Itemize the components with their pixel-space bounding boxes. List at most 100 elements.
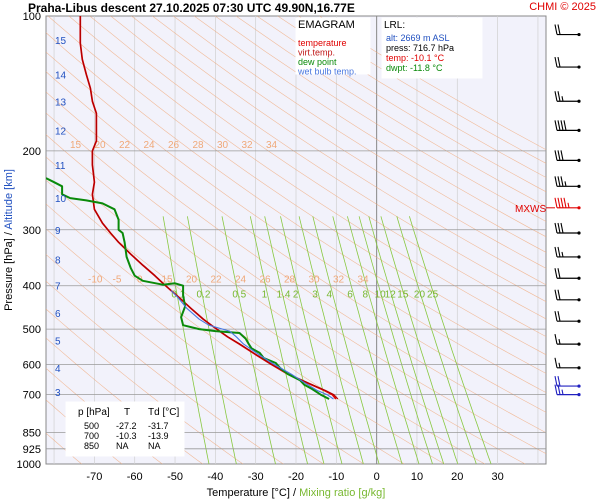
wind-barb (554, 357, 581, 370)
mixing-ratio-label: 0.5 (232, 290, 246, 301)
altitude-tick-label: 6 (55, 309, 61, 320)
wind-barb-feather (560, 197, 564, 208)
wind-barb-feather (554, 222, 558, 234)
level-table-header: T (124, 407, 130, 418)
dry-adiabat-line (110, 16, 546, 302)
pressure-tick-label: 400 (23, 281, 41, 293)
wind-barb-feather (557, 384, 561, 395)
wind-barb-feather (554, 268, 558, 279)
mixing-ratio-label: 0.2 (197, 290, 211, 301)
dry-adiabat-label: -10 (88, 275, 103, 286)
y-axis-title: Pressure [hPa] / Altitude [km] (3, 169, 15, 311)
y-axis-title-alt: Altitude [km] (3, 169, 15, 230)
dry-adiabat-line (194, 16, 546, 238)
dry-adiabat-label: 34 (266, 140, 278, 151)
mixing-ratio-label: 15 (397, 290, 409, 301)
wind-barb (554, 384, 581, 397)
wind-barb-feather (557, 150, 561, 161)
wind-barb-half-feather (558, 339, 561, 345)
temperature-tick-label: -20 (288, 471, 304, 483)
mixing-ratio-label: 10 (375, 290, 387, 301)
wind-barb-feather (557, 311, 561, 322)
wind-barb-feather (557, 268, 561, 279)
wind-barb-feather (563, 197, 567, 208)
wind-barb-feather (554, 246, 558, 258)
wind-barb-origin (577, 384, 581, 388)
level-table-cell: -13.9 (148, 431, 169, 441)
dry-adiabat-label: 24 (144, 140, 156, 151)
wind-barb-feather (554, 197, 558, 208)
wind-barb-feather (554, 120, 558, 131)
wind-barb (554, 24, 581, 37)
level-table-cell: -27.2 (116, 421, 137, 431)
wind-barb-origin (577, 393, 581, 397)
wind-barb (554, 246, 581, 259)
dry-adiabat-label: 28 (193, 140, 205, 151)
x-axis-title-alt: Mixing ratio [g/kg] (299, 487, 385, 499)
dry-adiabat-line (152, 16, 546, 269)
temperature-tick-label: -50 (167, 471, 183, 483)
legend-title: EMAGRAM (298, 19, 355, 31)
y-axis-title-sep: / (3, 230, 15, 239)
level-table-cell: 700 (84, 431, 99, 441)
wind-barb-origin (577, 158, 581, 162)
wind-barb-feather (557, 120, 561, 131)
altitude-tick-label: 10 (55, 194, 67, 205)
dry-adiabat-line (46, 51, 546, 393)
dry-adiabat-line (46, 32, 546, 374)
series-dew-pointline (46, 177, 330, 400)
dry-adiabat-label: 34 (358, 275, 370, 286)
wind-barb-origin (577, 128, 581, 132)
lrl-dwpt: dwpt: -11.8 °C (386, 63, 443, 73)
wind-barb (554, 268, 581, 280)
wind-barb-feather (560, 120, 564, 131)
dry-adiabat-label: 28 (284, 275, 296, 286)
dry-adiabat-label: 26 (260, 275, 272, 286)
wind-barb-feather (554, 289, 558, 300)
wind-barb-half-feather (561, 389, 564, 395)
wind-barb (554, 56, 581, 69)
dry-adiabat-label: 32 (333, 275, 345, 286)
temperature-tick-label: -60 (127, 471, 143, 483)
x-axis-title: Temperature [°C] / Mixing ratio [g/kg] (207, 487, 386, 499)
series-virt-temp-line (79, 16, 339, 400)
wind-barb-origin (577, 231, 581, 235)
wind-barb-feather (554, 334, 558, 345)
mixing-ratio-label: 20 (414, 290, 426, 301)
wind-barb-feather (563, 120, 567, 131)
altitude-tick-label: 5 (55, 336, 61, 347)
wind-barb-origin (577, 32, 581, 37)
wind-barb (554, 375, 581, 388)
mixing-ratio-label: 3 (312, 290, 318, 301)
temperature-tick-label: 30 (491, 471, 503, 483)
wind-barb (554, 197, 581, 210)
level-table-cell: 850 (84, 441, 99, 451)
dry-adiabat-line (131, 16, 546, 286)
level-table-cell: -31.7 (148, 421, 169, 431)
mixing-ratio-label: 8 (362, 290, 368, 301)
mixing-ratio-label: 4 (326, 290, 332, 301)
wind-barb-origin (577, 206, 581, 210)
altitude-tick-label: 15 (55, 36, 67, 47)
level-table (65, 401, 185, 457)
wind-barb-feather (554, 56, 558, 68)
mixing-ratio-label: 0.1 (171, 290, 185, 301)
temperature-tick-label: -10 (328, 471, 344, 483)
wind-barb-feather (557, 56, 561, 68)
mxws-label: MXWS (515, 204, 546, 215)
altitude-tick-label: 3 (55, 388, 61, 399)
level-table-cell: NA (148, 441, 161, 451)
dry-adiabat-line (173, 16, 546, 253)
pressure-tick-label: 850 (23, 427, 41, 439)
dry-adiabat-label: 30 (217, 140, 229, 151)
wind-barb-feather (554, 384, 558, 395)
altitude-tick-label: 14 (55, 70, 67, 81)
dry-adiabat-label: 22 (211, 275, 223, 286)
wind-barb-feather (557, 222, 561, 234)
temperature-tick-label: 10 (411, 471, 423, 483)
wind-barb-origin (577, 99, 581, 103)
wind-barb (554, 222, 581, 235)
temperature-tick-label: -40 (207, 471, 223, 483)
dry-adiabat-label: 32 (242, 140, 254, 151)
